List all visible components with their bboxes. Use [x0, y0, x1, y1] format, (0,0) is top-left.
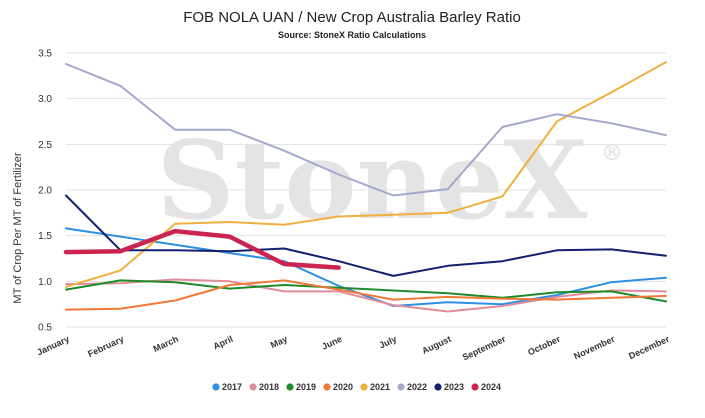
legend-swatch — [360, 383, 368, 391]
y-tick-label: 0.5 — [38, 323, 52, 334]
series-lines — [63, 61, 667, 313]
x-tick-label: October — [526, 334, 562, 358]
series-line-2019 — [65, 279, 667, 303]
legend-item-2020[interactable]: 2020 — [323, 382, 353, 392]
legend-label: 2017 — [222, 382, 242, 392]
y-tick-label: 3.0 — [38, 94, 52, 105]
x-tick-label: January — [35, 334, 71, 358]
y-tick-label: 2.0 — [38, 186, 52, 197]
y-tick-label: 1.0 — [38, 277, 52, 288]
legend-label: 2024 — [481, 382, 501, 392]
x-tick-label: June — [320, 334, 343, 352]
legend-swatch — [286, 383, 294, 391]
legend-swatch — [212, 383, 220, 391]
x-tick-label: September — [461, 334, 508, 363]
x-tick-label: February — [86, 334, 125, 359]
x-tick-label: March — [152, 334, 180, 354]
legend-swatch — [323, 383, 331, 391]
legend-label: 2021 — [370, 382, 390, 392]
chart-title: FOB NOLA UAN / New Crop Australia Barley… — [183, 9, 521, 26]
x-tick-label: December — [627, 334, 671, 362]
legend-label: 2020 — [333, 382, 353, 392]
x-tick-label: April — [212, 334, 235, 352]
series-line-2018 — [65, 278, 667, 313]
legend-swatch — [471, 383, 479, 391]
legend-item-2024[interactable]: 2024 — [471, 382, 501, 392]
legend-item-2017[interactable]: 2017 — [212, 382, 242, 392]
legend-swatch — [397, 383, 405, 391]
legend-swatch — [249, 383, 257, 391]
watermark: StoneX — [157, 118, 588, 244]
legend-label: 2018 — [259, 382, 279, 392]
x-tick-label: August — [420, 334, 452, 356]
legend-label: 2022 — [407, 382, 427, 392]
legend-label: 2019 — [296, 382, 316, 392]
watermark-registered-mark: ® — [601, 140, 623, 166]
x-tick-label: November — [572, 334, 617, 362]
legend-item-2023[interactable]: 2023 — [434, 382, 464, 392]
chart-subtitle: Source: StoneX Ratio Calculations — [278, 30, 426, 40]
legend-label: 2023 — [444, 382, 464, 392]
series-line-2023 — [65, 194, 667, 277]
legend-item-2021[interactable]: 2021 — [360, 382, 390, 392]
y-tick-label: 3.5 — [38, 49, 52, 60]
y-axis-ticks: 0.5 1.0 1.5 2.0 2.5 3.0 3.5 — [38, 49, 52, 334]
series-line-2022 — [65, 63, 667, 197]
y-tick-label: 2.5 — [38, 140, 52, 151]
legend-item-2022[interactable]: 2022 — [397, 382, 427, 392]
x-tick-label: May — [269, 334, 289, 350]
series-line-2020 — [65, 279, 667, 311]
legend-item-2018[interactable]: 2018 — [249, 382, 279, 392]
x-axis-ticks: January February March April May June July Augu… — [35, 334, 671, 363]
legend-swatch — [434, 383, 442, 391]
series-line-2024 — [63, 228, 341, 270]
x-tick-label: July — [378, 334, 399, 351]
legend-item-2019[interactable]: 2019 — [286, 382, 316, 392]
gridlines — [66, 52, 666, 328]
y-tick-label: 1.5 — [38, 231, 52, 242]
legend: 2017 2018 2019 2020 2021 2022 2023 2024 — [212, 382, 501, 392]
y-axis-label: MT of Crop Per MT of Fertilizer — [12, 152, 24, 304]
